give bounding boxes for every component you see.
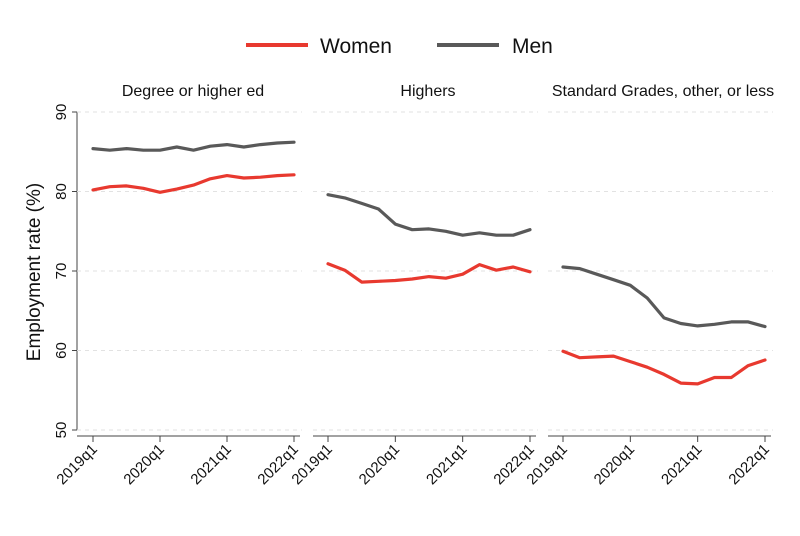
y-axis-label: Employment rate (%) (24, 183, 45, 361)
series-line-women (326, 262, 532, 284)
x-tick-label: 2022q1 (725, 441, 772, 488)
series-line-men (561, 265, 767, 329)
series-line-women (91, 173, 296, 194)
y-tick-label: 50 (53, 422, 70, 439)
series-line-men (326, 193, 532, 237)
panel-title: Standard Grades, other, or less (552, 83, 774, 100)
y-tick-label: 60 (53, 342, 70, 359)
y-tick-label: 80 (53, 183, 70, 200)
y-axis: Employment rate (%) 50 60 70 80 90 (24, 104, 78, 439)
panel-title: Highers (400, 83, 455, 100)
x-tick-label: 2020q1 (591, 441, 638, 488)
x-tick-label: 2020q1 (356, 441, 403, 488)
legend-label-women: Women (320, 35, 392, 58)
legend: Women Men (246, 35, 553, 58)
x-tick-label: 2019q1 (53, 441, 100, 488)
legend-label-men: Men (512, 35, 553, 58)
panel-title: Degree or higher ed (122, 83, 264, 100)
y-tick-label: 90 (53, 104, 70, 121)
x-tick-label: 2021q1 (423, 441, 470, 488)
x-tick-label: 2021q1 (658, 441, 705, 488)
y-tick-label: 70 (53, 263, 70, 280)
series-line-women (561, 349, 767, 386)
x-tick-label: 2020q1 (120, 441, 167, 488)
series-line-men (91, 140, 296, 152)
x-tick-label: 2021q1 (187, 441, 234, 488)
